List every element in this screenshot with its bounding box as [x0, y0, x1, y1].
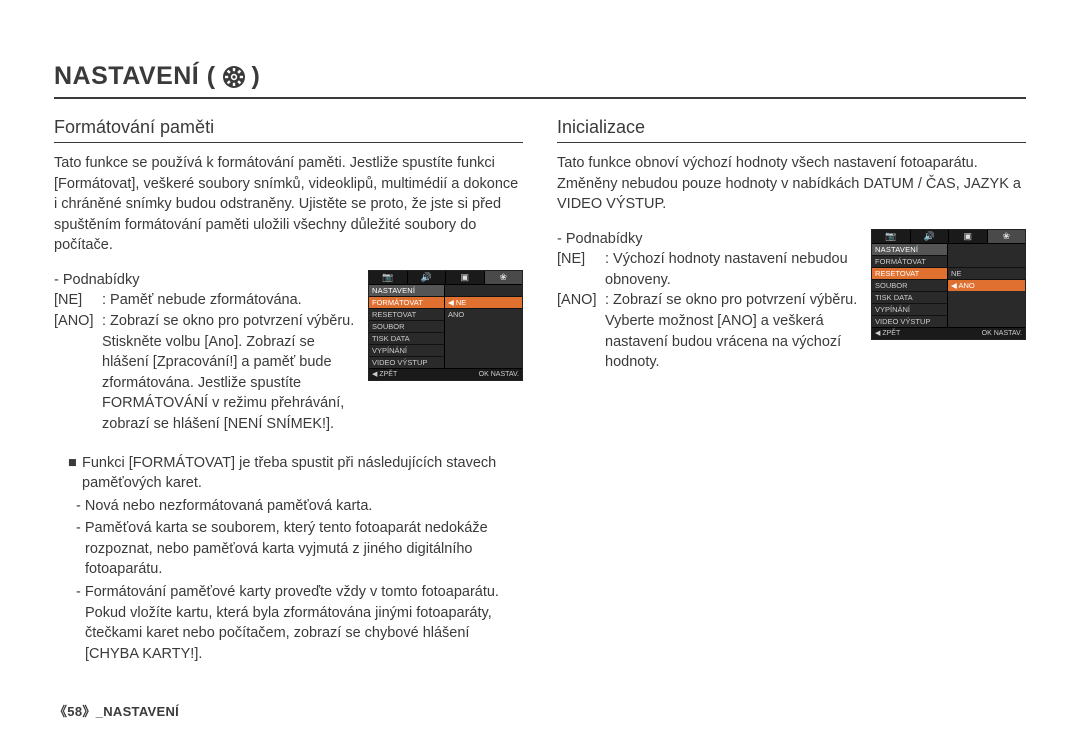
menu-item: VIDEO VÝSTUP	[369, 356, 444, 368]
title-text: NASTAVENÍ (	[54, 62, 216, 91]
menu-tab: ❀	[485, 271, 523, 284]
menu-tab: ▣	[949, 230, 988, 243]
menu-tab: 📷	[369, 271, 408, 284]
menu-tab: ❀	[988, 230, 1026, 243]
page-title: NASTAVENÍ ( )	[54, 62, 1026, 99]
note-sub-item: - Paměťová karta se souborem, který tent…	[76, 518, 523, 580]
menu-item: RESETOVAT	[872, 267, 947, 279]
menu-tab: 🔊	[911, 230, 950, 243]
opt-ano-key: [ANO]	[54, 311, 102, 434]
menu-footer-ok: OK NASTAV.	[982, 330, 1022, 337]
menu-item: VYPÍNÁNÍ	[872, 303, 947, 315]
init-intro: Tato funkce obnoví výchozí hodnoty všech…	[557, 153, 1026, 215]
note-sub-item: - Nová nebo nezformátovaná paměťová kart…	[76, 496, 523, 517]
menu-option: ◀ ANO	[948, 279, 1025, 291]
menu-item: VIDEO VÝSTUP	[872, 315, 947, 327]
opt-ne-key: [NE]	[54, 290, 102, 311]
menu-option: ANO	[445, 308, 522, 320]
menu-item: SOUBOR	[369, 320, 444, 332]
menu-item: RESETOVAT	[369, 308, 444, 320]
note-bullet-icon: ■	[68, 453, 82, 494]
menu-item: VYPÍNÁNÍ	[369, 344, 444, 356]
page-footer: 《58》_NASTAVENÍ	[54, 701, 179, 720]
menu-tab: 📷	[872, 230, 911, 243]
right-column: Inicializace Tato funkce obnoví výchozí …	[557, 117, 1026, 666]
camera-menu-init: 📷🔊▣❀ NASTAVENÍFORMÁTOVATRESETOVATSOUBORTI…	[871, 229, 1026, 341]
submenu-label: - Podnabídky	[54, 270, 356, 291]
section-heading-format: Formátování paměti	[54, 117, 523, 143]
menu-footer-back: ◀ ZPĚT	[372, 371, 397, 378]
menu-footer-back: ◀ ZPĚT	[875, 330, 900, 337]
menu-title: NASTAVENÍ	[872, 244, 947, 256]
opt-ne-val: : Výchozí hodnoty nastavení nebudou obno…	[605, 249, 859, 290]
section-heading-init: Inicializace	[557, 117, 1026, 143]
menu-option: ◀ NE	[445, 296, 522, 308]
note-sub-list: - Nová nebo nezformátovaná paměťová kart…	[68, 496, 523, 665]
submenu-label: - Podnabídky	[557, 229, 859, 250]
opt-ne-val: : Paměť nebude zformátována.	[102, 290, 356, 311]
opt-ne-key: [NE]	[557, 249, 605, 290]
menu-item: FORMÁTOVAT	[872, 255, 947, 267]
format-intro: Tato funkce se používá k formátování pam…	[54, 153, 523, 256]
title-close: )	[252, 62, 261, 91]
gear-icon	[222, 65, 246, 89]
opt-ano-val: : Zobrazí se okno pro potvrzení výběru. …	[605, 290, 859, 372]
menu-item: TISK DATA	[369, 332, 444, 344]
menu-footer-ok: OK NASTAV.	[479, 371, 519, 378]
note-sub-item: - Formátování paměťové karty proveďte vž…	[76, 582, 523, 664]
camera-menu-format: 📷🔊▣❀ NASTAVENÍFORMÁTOVATRESETOVATSOUBORTI…	[368, 270, 523, 382]
menu-item: SOUBOR	[872, 279, 947, 291]
menu-tab: 🔊	[408, 271, 447, 284]
left-column: Formátování paměti Tato funkce se použív…	[54, 117, 523, 666]
menu-title: NASTAVENÍ	[369, 285, 444, 297]
menu-option: NE	[948, 267, 1025, 279]
note-lead-text: Funkci [FORMÁTOVAT] je třeba spustit při…	[82, 453, 523, 494]
menu-item: FORMÁTOVAT	[369, 296, 444, 308]
menu-tab: ▣	[446, 271, 485, 284]
opt-ano-key: [ANO]	[557, 290, 605, 372]
opt-ano-val: : Zobrazí se okno pro potvrzení výběru. …	[102, 311, 356, 434]
menu-item: TISK DATA	[872, 291, 947, 303]
